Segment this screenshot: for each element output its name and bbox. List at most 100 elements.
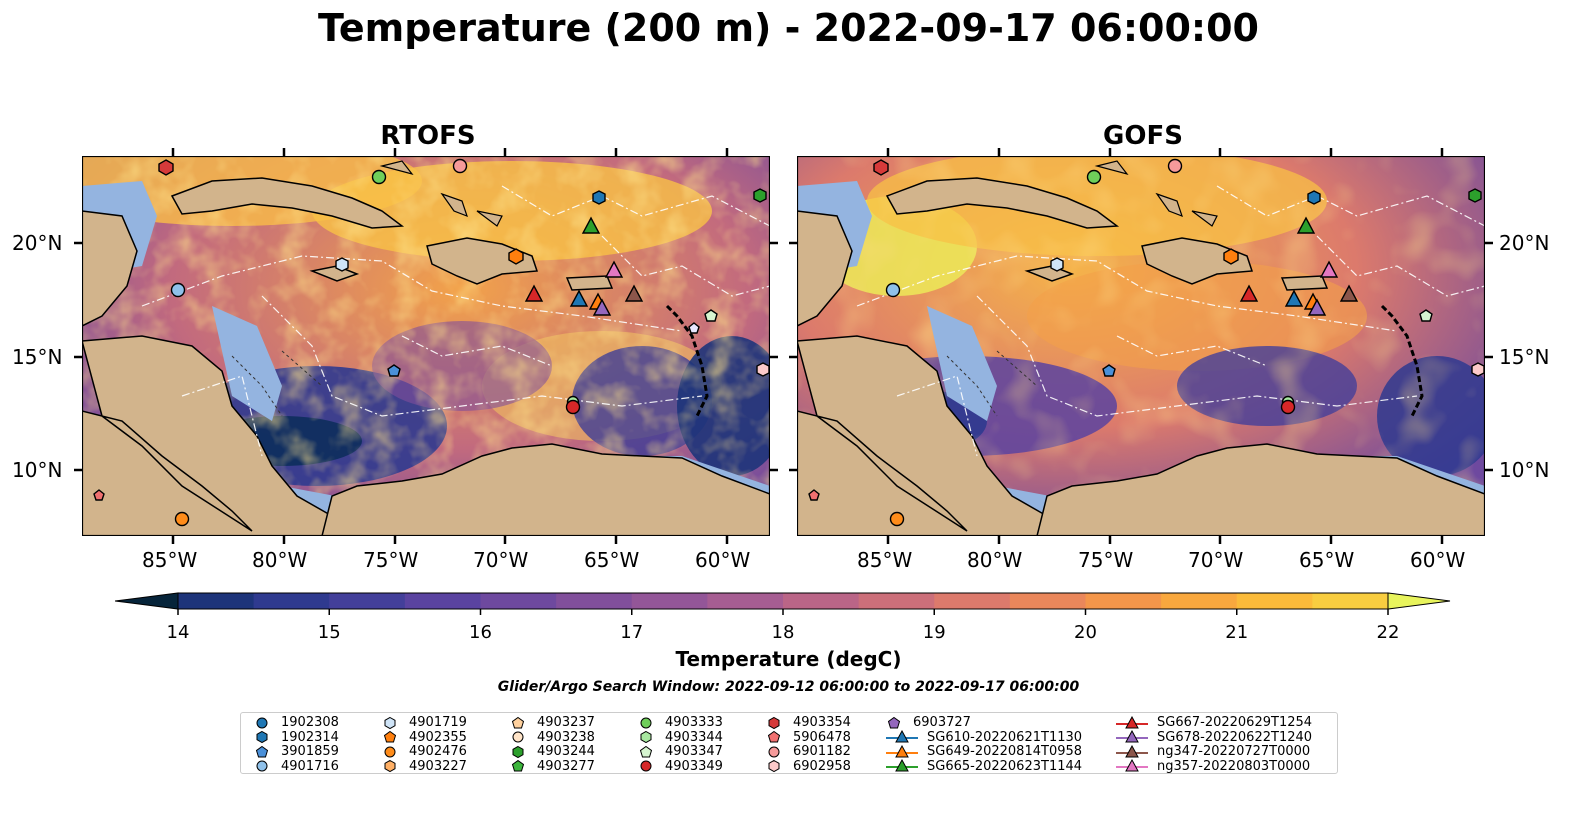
legend-item-label: ng357-20220803T0000 bbox=[1157, 758, 1311, 774]
legend-item-label: SG610-20220621T1130 bbox=[927, 729, 1083, 745]
legend-item: 1902314 bbox=[253, 730, 339, 745]
legend-triangle-line-marker-icon bbox=[1116, 759, 1148, 772]
legend-item: 4903244 bbox=[509, 744, 595, 759]
colorbar-tick-label: 14 bbox=[166, 622, 190, 643]
legend-item: 6901182 bbox=[765, 744, 851, 759]
legend-triangle-line-marker-icon bbox=[1116, 730, 1148, 743]
legend-item-label: SG667-20220629T1254 bbox=[1157, 715, 1313, 730]
colorbar-bin bbox=[480, 593, 557, 609]
rtofs-temperature-map bbox=[82, 156, 770, 536]
legend-pentagon-marker-icon bbox=[639, 745, 653, 757]
legend-item: 4902476 bbox=[381, 744, 467, 759]
legend-item: 4903227 bbox=[381, 759, 467, 774]
legend-item-label: 4903238 bbox=[537, 729, 595, 745]
colorbar-tick-label: 17 bbox=[620, 622, 644, 643]
legend-pentagon-marker-icon bbox=[511, 759, 525, 772]
legend-hexagon-marker-icon bbox=[384, 716, 396, 729]
legend-triangle-line-marker-icon bbox=[886, 730, 918, 743]
colorbar-bin bbox=[783, 593, 860, 609]
panel-title-rtofs: RTOFS bbox=[380, 121, 476, 151]
lat-label-15n-right: 15°N bbox=[1499, 345, 1550, 369]
colorbar-bin bbox=[1161, 593, 1238, 609]
legend-item-label: 4903244 bbox=[537, 744, 595, 759]
legend-item: SG649-20220814T0958 bbox=[885, 744, 1082, 759]
lon-label-70w-rtofs: 70°W bbox=[473, 548, 529, 572]
colorbar-tick-label: 16 bbox=[469, 622, 492, 643]
legend-item: 4903237 bbox=[509, 715, 595, 730]
legend-item: SG610-20220621T1130 bbox=[885, 730, 1082, 745]
legend-hexagon-marker-icon bbox=[512, 745, 524, 758]
lon-label-85w-gofs: 85°W bbox=[857, 548, 913, 572]
legend-item: 4901719 bbox=[381, 715, 467, 730]
legend-item: 4903333 bbox=[637, 715, 723, 730]
legend-item-label: 4902476 bbox=[409, 744, 467, 759]
legend-item-label: 4903349 bbox=[665, 758, 723, 774]
lon-label-80w-rtofs: 80°W bbox=[252, 548, 308, 572]
legend: 1902308 1902314 3901859 4901716 4901719 49023… bbox=[240, 712, 1338, 774]
axis-ticks bbox=[74, 148, 1493, 544]
legend-item: 4901716 bbox=[253, 759, 339, 774]
colorbar-tick-label: 22 bbox=[1376, 622, 1400, 643]
legend-item-label: 6901182 bbox=[793, 744, 851, 759]
legend-item-label: 5906478 bbox=[793, 729, 851, 745]
lon-label-65w-rtofs: 65°W bbox=[584, 548, 640, 572]
legend-item-label: 4903347 bbox=[665, 744, 723, 759]
colorbar-bin bbox=[556, 593, 633, 609]
legend-item-label: 6902958 bbox=[793, 758, 851, 774]
legend-item: 4903277 bbox=[509, 759, 595, 774]
legend-item: 4903354 bbox=[765, 715, 851, 730]
legend-hexagon-marker-icon bbox=[768, 759, 780, 773]
colorbar-extend-min bbox=[115, 592, 179, 610]
legend-hexagon-marker-icon bbox=[768, 716, 780, 729]
legend-item-label: 4902355 bbox=[409, 729, 467, 745]
lat-label-20n-right: 20°N bbox=[1499, 231, 1550, 255]
legend-item: 1902308 bbox=[253, 715, 339, 730]
colorbar-bin bbox=[631, 593, 708, 609]
legend-item-label: 6903727 bbox=[913, 715, 971, 730]
legend-item-label: 4903237 bbox=[537, 715, 595, 730]
legend-circle-marker-icon bbox=[512, 731, 524, 743]
legend-item: 6902958 bbox=[765, 759, 851, 774]
colorbar-bin bbox=[1009, 593, 1086, 609]
legend-item-label: SG678-20220622T1240 bbox=[1157, 729, 1313, 745]
legend-item: 4903238 bbox=[509, 730, 595, 745]
legend-item: 5906478 bbox=[765, 730, 851, 745]
figure-title: Temperature (200 m) - 2022-09-17 06:00:0… bbox=[317, 6, 1259, 50]
colorbar-bin bbox=[253, 593, 330, 609]
colorbar-bin bbox=[1312, 593, 1389, 609]
legend-pentagon-marker-icon bbox=[383, 730, 397, 743]
legend-circle-marker-icon bbox=[256, 717, 268, 728]
gofs-temperature-map bbox=[797, 156, 1485, 536]
legend-item: SG678-20220622T1240 bbox=[1115, 730, 1312, 745]
legend-item-label: ng347-20220727T0000 bbox=[1157, 744, 1311, 759]
legend-item: 4903349 bbox=[637, 759, 723, 774]
lon-label-85w-rtofs: 85°W bbox=[142, 548, 198, 572]
colorbar-bin bbox=[329, 593, 406, 609]
colorbar-bin bbox=[178, 593, 255, 609]
legend-item: 6903727 bbox=[885, 715, 971, 730]
legend-hexagon-marker-icon bbox=[640, 730, 652, 744]
colorbar-extend-max bbox=[1387, 592, 1451, 610]
legend-triangle-line-marker-icon bbox=[1116, 744, 1148, 757]
legend-item-label: 4903277 bbox=[537, 758, 595, 774]
legend-pentagon-marker-icon bbox=[511, 716, 525, 728]
colorbar-bin bbox=[934, 593, 1011, 609]
search-window-text: Glider/Argo Search Window: 2022-09-12 06… bbox=[497, 679, 1080, 695]
temperature-colorbar bbox=[115, 592, 1451, 615]
colorbar-bin bbox=[707, 593, 784, 609]
legend-triangle-line-marker-icon bbox=[886, 759, 918, 772]
lon-label-75w-rtofs: 75°W bbox=[363, 548, 419, 572]
colorbar-tick-label: 18 bbox=[771, 622, 795, 643]
legend-triangle-line-marker-icon bbox=[1116, 715, 1148, 728]
lon-label-80w-gofs: 80°W bbox=[967, 548, 1023, 572]
legend-circle-marker-icon bbox=[256, 760, 268, 772]
colorbar-bin bbox=[404, 593, 481, 609]
legend-item-label: SG649-20220814T0958 bbox=[927, 744, 1083, 759]
legend-item-label: 4901716 bbox=[281, 758, 339, 774]
lon-label-70w-gofs: 70°W bbox=[1188, 548, 1244, 572]
legend-item-label: 4901719 bbox=[409, 715, 467, 730]
legend-item: SG667-20220629T1254 bbox=[1115, 715, 1312, 730]
colorbar-tick-label: 19 bbox=[922, 622, 946, 643]
colorbar-bin bbox=[858, 593, 935, 609]
legend-circle-marker-icon bbox=[640, 760, 652, 772]
